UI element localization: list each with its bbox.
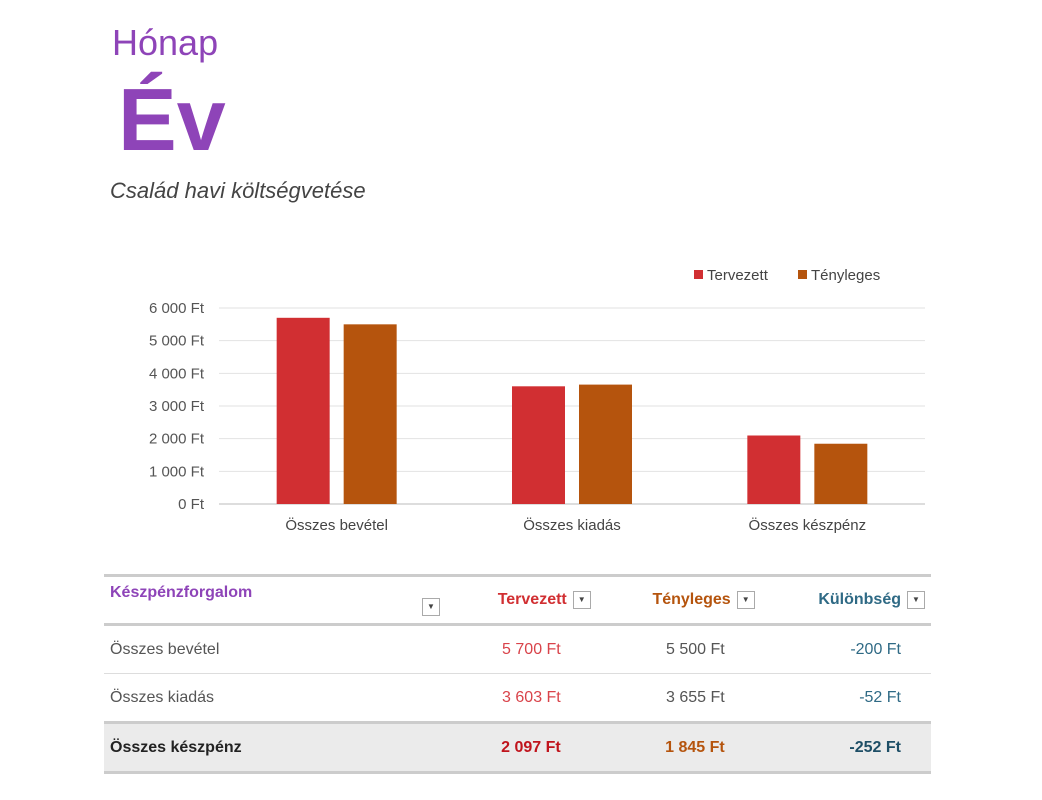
y-tick-label: 1 000 Ft <box>149 463 205 480</box>
difference-cell[interactable]: -52 Ft <box>760 673 931 723</box>
bar-actual <box>579 384 632 504</box>
filter-dropdown-icon[interactable]: ▼ <box>736 591 755 609</box>
legend-label: Tervezett <box>707 267 769 284</box>
bar-actual <box>814 443 868 504</box>
bar-planned <box>276 317 330 504</box>
header-difference: Különbség ▼ <box>761 576 931 625</box>
actual-cell[interactable]: 3 655 Ft <box>596 673 761 723</box>
bar-actual <box>343 324 397 504</box>
filter-dropdown-icon[interactable]: ▼ <box>907 591 925 609</box>
budget-chart: 0 Ft 1 000 Ft 2 000 Ft 3 000 Ft 4 000 Ft 5 00… <box>149 267 925 534</box>
planned-cell[interactable]: 2 097 Ft <box>446 721 597 774</box>
table-row: Összes kiadás 3 603 Ft 3 655 Ft -52 Ft <box>104 673 931 723</box>
filter-dropdown-icon[interactable]: ▼ <box>572 591 591 609</box>
month-title: Hónap <box>112 22 219 63</box>
header-cashflow: Készpénzforgalom ▼ <box>104 576 446 625</box>
planned-cell[interactable]: 3 603 Ft <box>446 673 597 723</box>
subtitle: Család havi költségvetése <box>110 178 366 203</box>
legend-swatch <box>694 270 703 279</box>
header-planned: Tervezett ▼ <box>446 576 597 625</box>
table-header-row: Készpénzforgalom ▼ Tervezett ▼ Tényleges ▼ … <box>104 575 931 625</box>
difference-cell[interactable]: -252 Ft <box>760 721 931 774</box>
row-label[interactable]: Összes kiadás <box>104 673 446 723</box>
legend-label: Tényleges <box>811 267 880 284</box>
legend-swatch <box>798 270 807 279</box>
cashflow-table: Készpénzforgalom ▼ Tervezett ▼ Tényleges ▼ … <box>104 574 931 774</box>
filter-dropdown-icon[interactable]: ▼ <box>422 598 440 616</box>
x-tick-label: Összes bevétel <box>285 516 388 534</box>
y-tick-label: 4 000 Ft <box>149 365 205 382</box>
header-actual: Tényleges ▼ <box>597 576 761 625</box>
bar-planned <box>512 386 565 504</box>
table-row: Összes bevétel 5 700 Ft 5 500 Ft -200 Ft <box>104 624 931 674</box>
difference-cell[interactable]: -200 Ft <box>760 624 931 674</box>
y-tick-label: 2 000 Ft <box>149 431 205 448</box>
x-tick-label: Összes készpénz <box>749 516 867 534</box>
bar-planned <box>747 435 801 504</box>
total-row: Összes készpénz 2 097 Ft 1 845 Ft -252 F… <box>104 721 931 774</box>
actual-cell[interactable]: 1 845 Ft <box>596 721 761 774</box>
row-label[interactable]: Összes készpénz <box>104 721 446 774</box>
planned-cell[interactable]: 5 700 Ft <box>446 624 597 674</box>
y-tick-label: 5 000 Ft <box>149 333 205 350</box>
y-tick-label: 6 000 Ft <box>149 300 205 317</box>
row-label[interactable]: Összes bevétel <box>104 624 446 674</box>
y-tick-label: 3 000 Ft <box>149 398 205 415</box>
year-title: Év <box>118 70 226 169</box>
x-tick-label: Összes kiadás <box>523 516 621 534</box>
actual-cell[interactable]: 5 500 Ft <box>596 624 761 674</box>
y-tick-label: 0 Ft <box>178 496 205 513</box>
